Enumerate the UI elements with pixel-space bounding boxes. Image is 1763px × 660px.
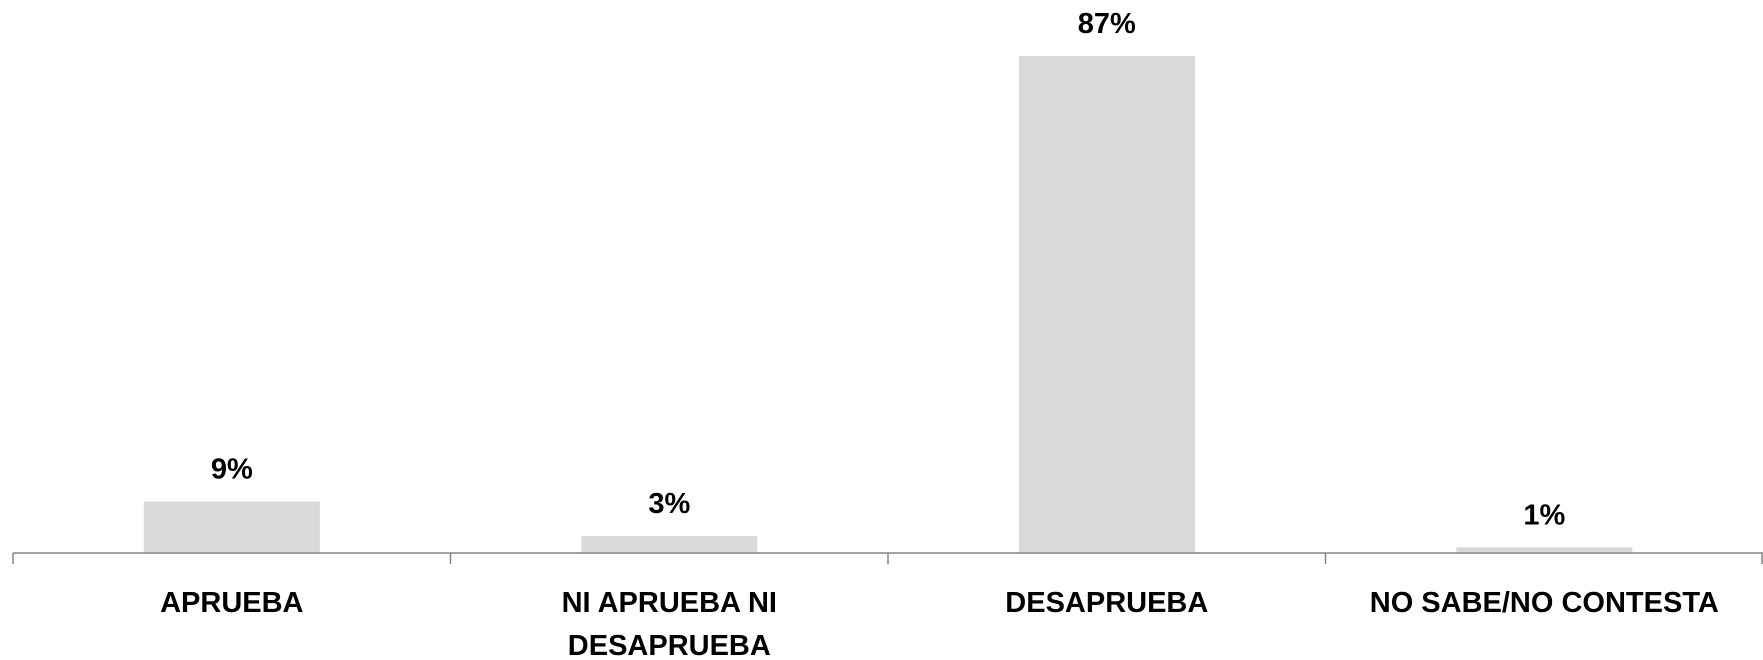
bar-3 [1456, 547, 1633, 553]
bar-2 [1018, 56, 1195, 553]
category-label-2: DESAPRUEBA [1005, 587, 1208, 619]
data-label-1: 3% [648, 488, 690, 520]
bars-group [143, 56, 1633, 553]
category-label-3: NO SABE/NO CONTESTA [1370, 587, 1719, 619]
data-label-0: 9% [211, 454, 253, 486]
data-label-3: 1% [1523, 499, 1565, 531]
category-label-line: APRUEBA [160, 587, 303, 619]
category-label-line: NO SABE/NO CONTESTA [1370, 587, 1719, 619]
bar-0 [143, 501, 320, 553]
x-axis [12, 552, 1763, 564]
category-label-1: NI APRUEBA NI DESAPRUEBA [562, 587, 777, 660]
bar-1 [581, 535, 758, 553]
category-label-0: APRUEBA [160, 587, 303, 619]
category-label-line: DESAPRUEBA [1005, 587, 1208, 619]
category-label-line: NI APRUEBA NI [562, 587, 777, 619]
data-labels-group: 9% 3% 87% 1% [211, 8, 1566, 531]
data-label-2: 87% [1078, 8, 1136, 40]
category-label-line: DESAPRUEBA [568, 630, 771, 660]
category-labels-group: APRUEBA NI APRUEBA NI DESAPRUEBA DESAPRUEBA… [160, 587, 1719, 660]
